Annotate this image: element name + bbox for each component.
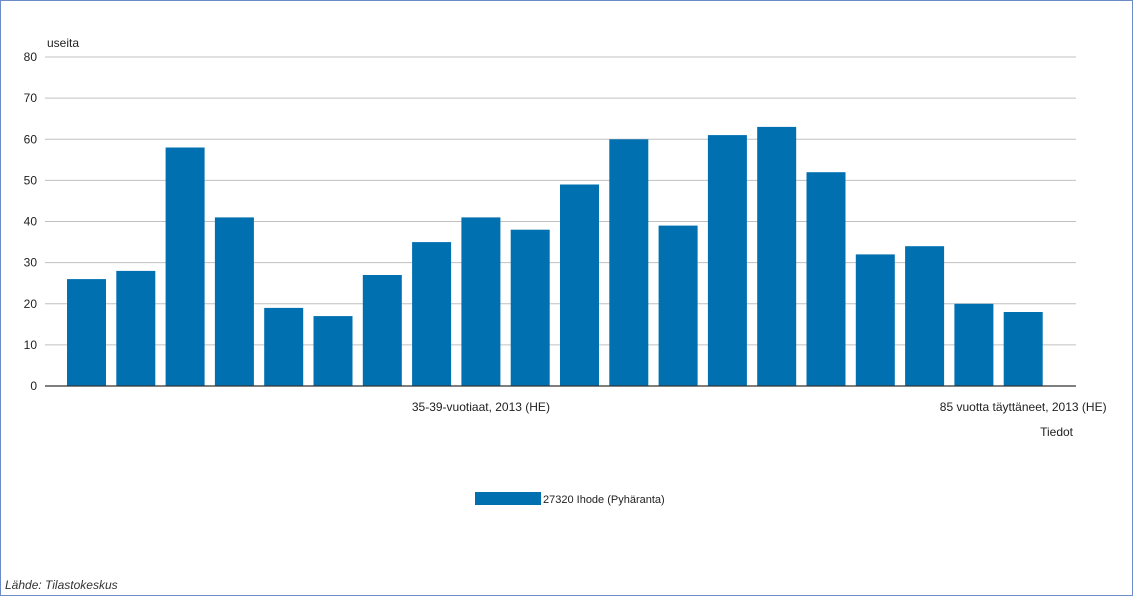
bar xyxy=(510,229,550,386)
legend-label: 27320 Ihode (Pyhäranta) xyxy=(543,494,665,506)
y-tick-label: 70 xyxy=(24,91,38,105)
legend-swatch xyxy=(475,492,541,505)
bar xyxy=(757,126,797,387)
bar xyxy=(609,139,649,387)
bar xyxy=(214,217,254,386)
bar xyxy=(313,316,353,386)
y-tick-label: 10 xyxy=(24,338,38,352)
y-tick-label: 80 xyxy=(24,50,38,64)
y-tick-label: 40 xyxy=(24,215,38,229)
x-tick-label: 35-39-vuotiaat, 2013 (HE) xyxy=(412,400,550,414)
bar xyxy=(165,147,205,386)
bar xyxy=(806,172,846,386)
x-axis-label: Tiedot xyxy=(1040,425,1074,439)
bar xyxy=(461,217,501,386)
x-tick-label: 85 vuotta täyttäneet, 2013 (HE) xyxy=(940,400,1107,414)
y-axis-label: useita xyxy=(47,36,79,50)
y-tick-label: 60 xyxy=(24,132,38,146)
bar xyxy=(412,242,452,386)
bar xyxy=(954,303,994,387)
bar xyxy=(560,184,599,386)
bar xyxy=(855,254,895,386)
bar xyxy=(116,270,156,386)
y-tick-label: 20 xyxy=(24,297,38,311)
bar xyxy=(264,307,304,386)
y-tick-label: 50 xyxy=(24,173,38,187)
bar xyxy=(67,279,106,386)
bar xyxy=(658,225,698,386)
bar xyxy=(1003,312,1043,386)
bar xyxy=(905,246,945,386)
bar xyxy=(707,135,747,386)
bar xyxy=(362,275,402,386)
y-tick-label: 30 xyxy=(24,256,38,270)
y-tick-label: 0 xyxy=(30,379,37,393)
source-note: Lähde: Tilastokeskus xyxy=(5,578,118,592)
